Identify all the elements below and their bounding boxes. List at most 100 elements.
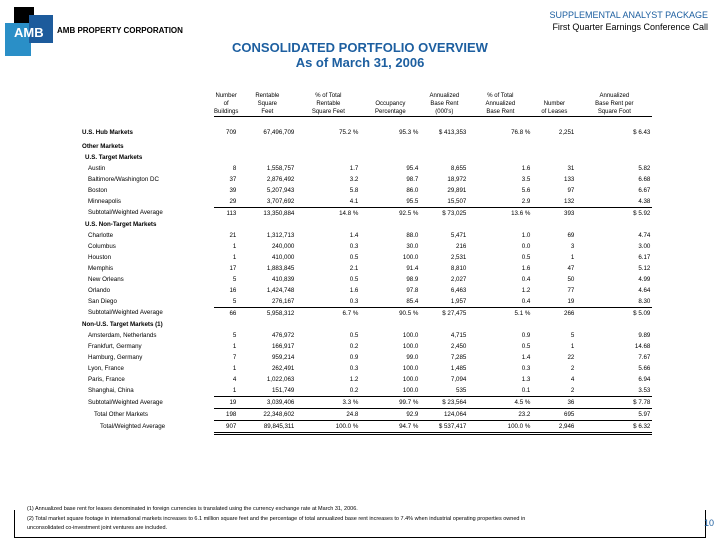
cell: 77: [567, 286, 575, 294]
cell: 17: [229, 264, 237, 272]
column-header: Occupancy: [375, 101, 406, 107]
column-header: % of Total: [315, 93, 342, 99]
cell: 0.4: [468, 295, 533, 308]
cell: 2: [532, 384, 577, 397]
cell: 959,214: [271, 353, 295, 361]
row-label: Houston: [88, 253, 112, 261]
cell: 100.0: [402, 364, 419, 372]
cell: 410,839: [271, 275, 295, 283]
cell: 1: [570, 342, 575, 350]
cell: 66: [229, 309, 237, 317]
package-header: SUPPLEMENTAL ANALYST PACKAGE First Quarte…: [549, 10, 708, 32]
cell: 75.2 %: [339, 129, 359, 136]
cell: 1: [570, 253, 575, 261]
cell: 8.30: [576, 295, 653, 308]
cell: 8: [232, 164, 237, 172]
cell: 240,000: [271, 242, 295, 250]
table-row: Baltimore/Washington DC 37 2,876,492 3.2 98.…: [82, 174, 652, 185]
cell: 2,531: [450, 253, 467, 261]
cell: 0.3: [296, 295, 361, 308]
cell: 1.6: [521, 264, 531, 272]
table-row: Subtotal/Weighted Average 113 13,350,884 14…: [82, 207, 652, 219]
cell: 89,845,311: [238, 420, 297, 435]
cell: 14.68: [634, 342, 651, 350]
cell: 98.9: [406, 275, 419, 283]
cell: 19: [214, 396, 239, 409]
table-row: Frankfurt, Germany 1 166,917 0.2 100.0 2,450 0…: [82, 341, 652, 352]
table-row: Minneapolis 29 3,707,692 4.1 95.5 15,507 2.9 13…: [82, 195, 653, 208]
table-row: Charlotte 21 1,312,713 1.4 88.0 5,471 1.0 69 4.7…: [82, 230, 652, 241]
cell: 4.38: [576, 195, 653, 208]
column-header: Base Rent per: [595, 101, 634, 107]
cell: 1.7: [349, 164, 359, 172]
column-header: Square Foot: [576, 108, 653, 117]
row-label: Paris, France: [88, 375, 125, 383]
cell: 36: [532, 396, 577, 409]
cell: 4.99: [638, 275, 651, 283]
cell: 1.0: [521, 231, 531, 239]
cell: 37: [229, 175, 237, 183]
cell: 0.3: [349, 364, 359, 372]
table-row: U.S. Hub Markets 709 67,496,709 75.2 % 95.3 …: [82, 125, 652, 141]
cell: 5,471: [450, 231, 467, 239]
cell: 0.5: [349, 275, 359, 283]
cell: 1: [232, 253, 237, 261]
row-label: U.S. Target Markets: [85, 153, 143, 161]
cell: 5.12: [638, 264, 651, 272]
cell: 3.2: [349, 175, 359, 183]
table-row: Austin 8 1,558,757 1.7 95.4 8,655 1.6 31 5.82: [82, 163, 652, 174]
cell: 0.9: [521, 331, 531, 339]
column-header-row: Number Rentable % of Total Annualized % of T…: [82, 92, 652, 100]
cell: 7,094: [450, 375, 467, 383]
cell: $ 6.32: [576, 420, 653, 435]
cell: 85.4: [360, 295, 421, 308]
row-label: U.S. Hub Markets: [82, 129, 133, 136]
cell: 29: [214, 195, 239, 208]
column-header: of Leases: [532, 108, 577, 117]
cell: 2,251: [558, 129, 575, 136]
column-header-row: of Square Rentable Occupancy Base Rent Annual…: [82, 100, 652, 108]
cell: 100.0: [402, 331, 419, 339]
cell: 216: [456, 242, 467, 250]
row-label: New Orleans: [88, 275, 124, 283]
cell: 76.8 %: [511, 129, 531, 136]
page-title: CONSOLIDATED PORTFOLIO OVERVIEW As of Mar…: [232, 40, 488, 70]
cell: 5.97: [576, 408, 653, 421]
cell: 24.8: [296, 408, 361, 421]
cell: 3.53: [576, 384, 653, 397]
cell: $ 7.78: [576, 396, 653, 409]
cell: 5.66: [638, 364, 651, 372]
column-header: Square: [257, 101, 278, 107]
cell: $ 5.92: [633, 209, 651, 217]
cell: 2.1: [349, 264, 359, 272]
cell: 5: [232, 275, 237, 283]
cell: 4.74: [638, 231, 651, 239]
cell: 3,707,692: [238, 195, 297, 208]
column-header: of: [223, 101, 229, 107]
cell: 30.0: [406, 242, 419, 250]
cell: 0.9: [349, 353, 359, 361]
cell: 393: [564, 209, 575, 217]
cell: 1.3: [521, 375, 531, 383]
cell: 31: [567, 164, 575, 172]
row-label: Hamburg, Germany: [88, 353, 143, 361]
cell: 4,715: [450, 331, 467, 339]
amb-logo: AMB: [5, 7, 70, 56]
cell: 1,312,713: [266, 231, 295, 239]
column-header: Buildings: [214, 108, 239, 117]
cell: 1.6: [521, 164, 531, 172]
cell: 1.4: [349, 231, 359, 239]
cell: 132: [532, 195, 577, 208]
row-label: Shanghai, China: [88, 386, 134, 394]
cell: 7: [232, 353, 237, 361]
cell: $ 537,417: [420, 420, 469, 435]
table-row: Houston 1 410,000 0.5 100.0 2,531 0.5 1 6.17: [82, 252, 652, 263]
cell: 100.0 %: [468, 420, 533, 435]
cell: 3.3 %: [296, 396, 361, 409]
cell: 266: [564, 309, 575, 317]
column-header: Number: [543, 101, 566, 107]
page-number: 10: [703, 518, 714, 528]
cell: 0.0: [521, 242, 531, 250]
cell: 1,558,757: [266, 164, 295, 172]
cell: 88.0: [406, 231, 419, 239]
